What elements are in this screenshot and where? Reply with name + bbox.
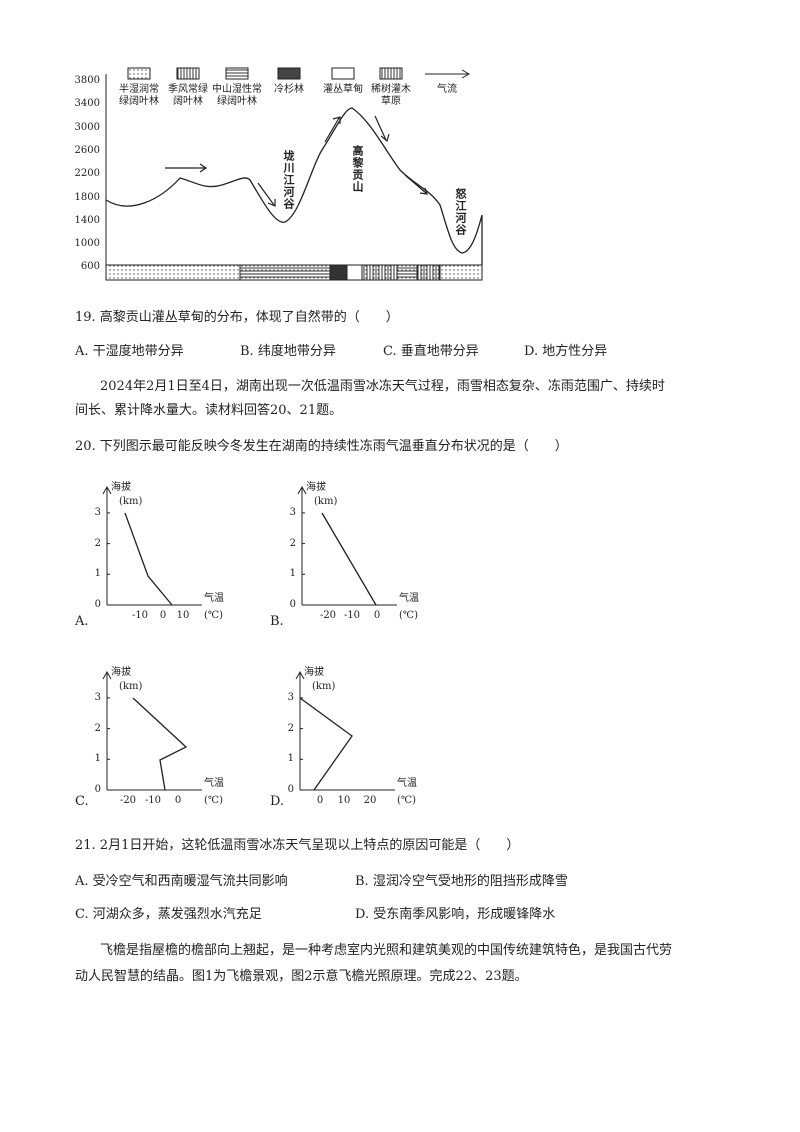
axis-arrow bbox=[295, 670, 305, 680]
y-tick-label: 1800 bbox=[74, 191, 100, 203]
y-tick-label: 0 bbox=[94, 599, 101, 610]
option: D. 受东南季风影响，形成暖锋降水 bbox=[355, 907, 556, 922]
y-axis-label: 海拔 bbox=[304, 667, 324, 678]
y-tick-label: 1000 bbox=[74, 238, 100, 250]
x-tick-label: 10 bbox=[176, 610, 190, 621]
x-tick-label: 0 bbox=[316, 795, 324, 806]
y-axis-unit: (km) bbox=[119, 681, 143, 692]
axis-arrow bbox=[297, 485, 307, 495]
y-tick-label: 2 bbox=[94, 537, 101, 549]
y-tick-label: 3800 bbox=[74, 75, 100, 86]
x-tick-label: -20 bbox=[119, 795, 137, 806]
x-axis-label: 气温 bbox=[399, 593, 419, 604]
legend-label: 稀树灌木 bbox=[371, 84, 411, 95]
y-tick-label: 3400 bbox=[74, 98, 100, 110]
option-letter: D. bbox=[270, 794, 285, 809]
y-tick-label: 1 bbox=[289, 568, 296, 580]
x-tick-label: -20 bbox=[319, 610, 337, 621]
x-axis-unit: (℃) bbox=[397, 795, 416, 806]
y-tick-label: 1 bbox=[94, 753, 101, 765]
question: 19. 高黎贡山灌丛草甸的分布，体现了自然带的（ ） bbox=[75, 310, 399, 325]
y-tick-label: 2 bbox=[94, 722, 101, 734]
x-tick-label: -10 bbox=[131, 610, 149, 621]
y-axis-unit: (km) bbox=[119, 496, 143, 507]
y-tick-label: 2600 bbox=[74, 144, 100, 156]
y-tick-label: 0 bbox=[94, 784, 101, 795]
x-axis-unit: (℃) bbox=[204, 795, 223, 806]
passage-line: 2024年2月1日至4日，湖南出现一次低温雨雪冰冻天气过程，雨雪相态复杂、冻雨范… bbox=[100, 379, 665, 394]
option: B. 纬度地带分异 bbox=[240, 344, 336, 359]
legend-label: 绿阔叶林 bbox=[217, 96, 257, 107]
terrain-label: 怒江河谷 bbox=[454, 188, 467, 236]
legend-label: 冷杉林 bbox=[274, 84, 304, 95]
legend-label: 阔叶林 bbox=[173, 96, 203, 107]
passage-line: 间长、累计降水量大。读材料回答20、21题。 bbox=[75, 403, 343, 418]
y-tick-label: 0 bbox=[287, 784, 294, 795]
x-tick-label: -10 bbox=[343, 610, 361, 621]
x-tick-label: 0 bbox=[159, 610, 167, 621]
x-tick-label: 0 bbox=[373, 610, 381, 621]
legend-label: 中山湿性常 bbox=[212, 84, 262, 95]
legend-label: 灌丛草甸 bbox=[323, 84, 363, 95]
option-letter: C. bbox=[75, 794, 89, 809]
temperature-profile bbox=[132, 697, 188, 791]
y-tick-label: 3 bbox=[94, 691, 101, 703]
legend-label: 季风常绿 bbox=[168, 84, 208, 95]
x-tick-label: -10 bbox=[144, 795, 162, 806]
y-tick-label: 1 bbox=[287, 753, 294, 765]
temperature-profile bbox=[321, 512, 377, 606]
y-tick-label: 3 bbox=[94, 506, 101, 518]
option: C. 河湖众多，蒸发强烈水汽充足 bbox=[75, 907, 262, 922]
x-tick-label: 20 bbox=[363, 795, 377, 806]
terrain-label: 垅川江河谷 bbox=[282, 150, 295, 210]
legend-label: 半湿润常 bbox=[119, 84, 159, 95]
y-tick-label: 3 bbox=[287, 691, 294, 703]
axis-arrow bbox=[102, 670, 112, 680]
x-tick-label: 10 bbox=[337, 795, 351, 806]
y-tick-label: 1 bbox=[94, 568, 101, 580]
y-tick-label: 3000 bbox=[74, 121, 100, 133]
question: 21. 2月1日开始，这轮低温雨雪冰冻天气呈现以上特点的原因可能是（ ） bbox=[75, 838, 520, 853]
x-axis-label: 气温 bbox=[397, 778, 417, 789]
x-axis-label: 气温 bbox=[204, 593, 224, 604]
x-axis-unit: (℃) bbox=[399, 610, 418, 621]
axis-arrow bbox=[102, 485, 112, 495]
passage-line: 动人民智慧的结晶。图1为飞檐景观，图2示意飞檐光照原理。完成22、23题。 bbox=[75, 969, 528, 984]
legend-label: 绿阔叶林 bbox=[119, 96, 159, 107]
passage-line: 飞檐是指屋檐的檐部向上翘起，是一种考虑室内光照和建筑美观的中国传统建筑特色，是我… bbox=[100, 943, 673, 958]
y-tick-label: 0 bbox=[289, 599, 296, 610]
y-axis-label: 海拔 bbox=[111, 482, 131, 493]
option: C. 垂直地带分异 bbox=[383, 344, 479, 359]
option: B. 湿润冷空气受地形的阻挡形成降雪 bbox=[355, 874, 568, 889]
temperature-profile bbox=[124, 512, 173, 606]
y-axis-unit: (km) bbox=[312, 681, 336, 692]
y-tick-label: 2 bbox=[289, 537, 296, 549]
option: A. 干湿度地带分异 bbox=[75, 344, 184, 359]
question: 20. 下列图示最可能反映今冬发生在湖南的持续性冻雨气温垂直分布状况的是（ ） bbox=[75, 439, 568, 454]
y-tick-label: 1400 bbox=[74, 214, 100, 226]
terrain-label: 高黎贡山 bbox=[351, 145, 364, 193]
legend-label: 草原 bbox=[381, 96, 401, 107]
y-tick-label: 2200 bbox=[74, 168, 100, 180]
x-axis-unit: (℃) bbox=[204, 610, 223, 621]
option-letter: B. bbox=[270, 614, 284, 629]
x-axis-label: 气温 bbox=[204, 778, 224, 789]
y-tick-label: 600 bbox=[80, 261, 100, 273]
option: A. 受冷空气和西南暖湿气流共同影响 bbox=[75, 874, 288, 889]
legend-label: 气流 bbox=[437, 84, 457, 95]
temperature-profile bbox=[299, 697, 353, 791]
y-tick-label: 3 bbox=[289, 506, 296, 518]
y-axis-unit: (km) bbox=[314, 496, 338, 507]
profile-figure bbox=[105, 67, 483, 281]
option-letter: A. bbox=[75, 614, 89, 629]
x-tick-label: 0 bbox=[174, 795, 182, 806]
y-tick-label: 2 bbox=[287, 722, 294, 734]
y-axis-label: 海拔 bbox=[111, 667, 131, 678]
y-axis-label: 海拔 bbox=[306, 482, 326, 493]
option: D. 地方性分异 bbox=[524, 344, 608, 359]
